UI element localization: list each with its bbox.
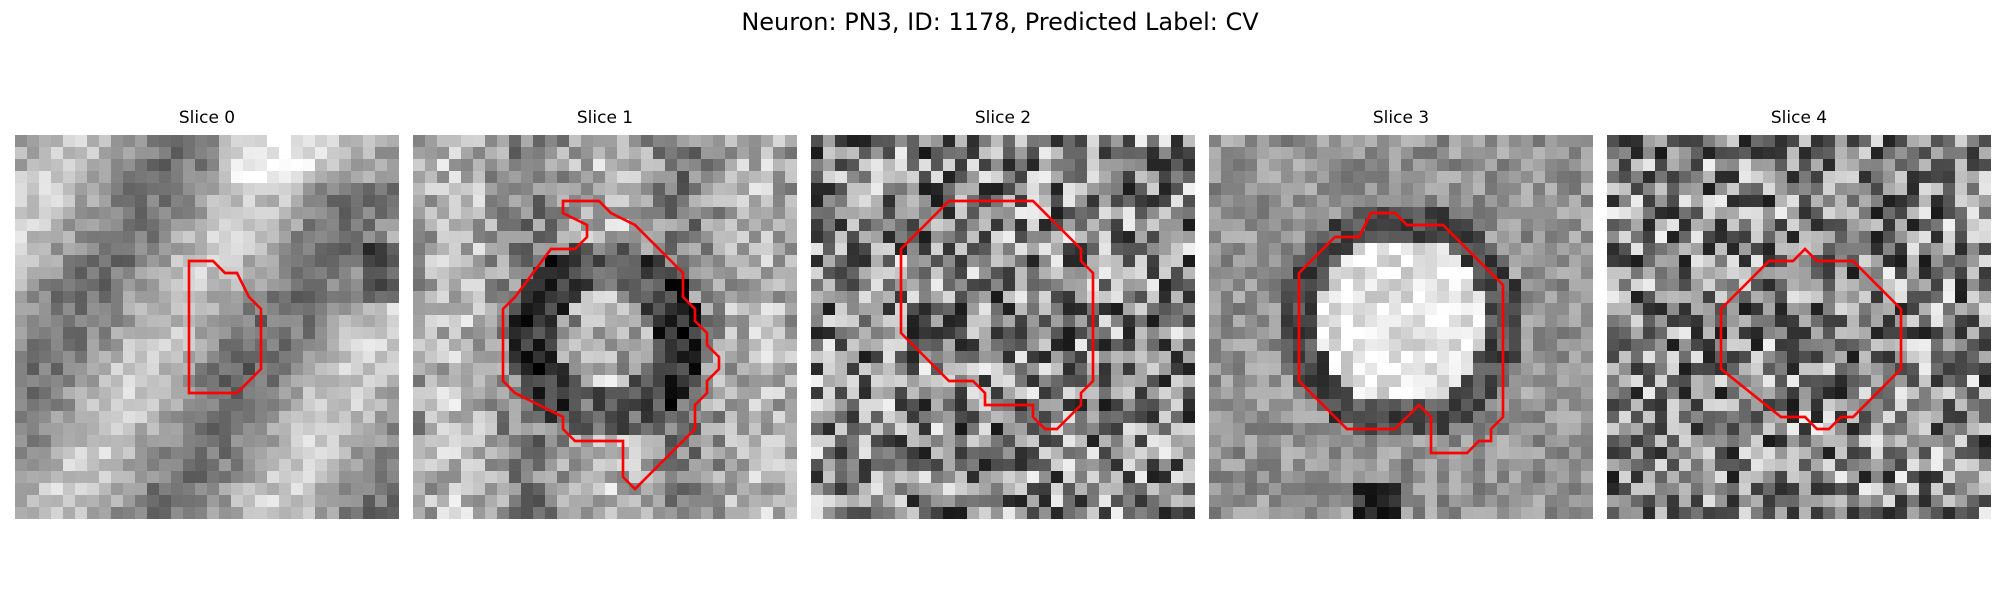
cell-contour-0 bbox=[187, 259, 263, 395]
slice-image-2 bbox=[811, 135, 1195, 519]
slice-title-0: Slice 0 bbox=[178, 108, 236, 128]
slice-image-3 bbox=[1209, 135, 1593, 519]
slice-title-4: Slice 4 bbox=[1770, 108, 1828, 128]
figure-title: Neuron: PN3, ID: 1178, Predicted Label: … bbox=[741, 8, 1259, 36]
slice-title-2: Slice 2 bbox=[974, 108, 1032, 128]
slice-image-1 bbox=[413, 135, 797, 519]
cell-contour-3 bbox=[1297, 211, 1505, 455]
cell-contour-1 bbox=[501, 199, 721, 491]
cell-contour-4 bbox=[1719, 247, 1903, 431]
slice-image-4 bbox=[1607, 135, 1991, 519]
slice-title-1: Slice 1 bbox=[576, 108, 634, 128]
slice-image-0 bbox=[15, 135, 399, 519]
cell-contour-2 bbox=[899, 199, 1095, 431]
slice-title-3: Slice 3 bbox=[1372, 108, 1430, 128]
